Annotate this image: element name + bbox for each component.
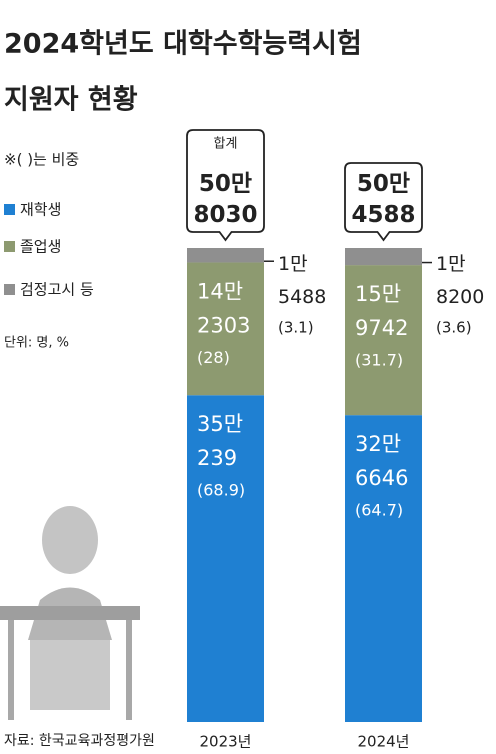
- source: 자료: 한국교육과정평가원: [4, 733, 155, 749]
- value-label: 15만 9742: [355, 282, 408, 340]
- share-label: (28): [197, 348, 230, 367]
- total-label: 50만 4588: [351, 171, 415, 228]
- bar-segment: [187, 395, 264, 722]
- total-box: [344, 162, 423, 242]
- bar-segment: [187, 262, 264, 396]
- value-label: 1만 5488: [278, 253, 326, 308]
- legend-label: 검정고시 등: [20, 281, 94, 299]
- chart-title: 지원자 현황: [4, 85, 138, 116]
- chart-title: 2024학년도 대학수학능력시험: [4, 29, 362, 60]
- illustration: [0, 506, 140, 720]
- value-label: 32만 6646: [355, 432, 408, 490]
- total-box: [186, 129, 265, 242]
- unit: 단위: 명, %: [4, 336, 69, 351]
- bar-segment: [345, 265, 422, 416]
- total-label: 50만 8030: [193, 171, 257, 228]
- share-label: (64.7): [355, 501, 403, 520]
- value-label: 1만 8200: [436, 253, 484, 308]
- legend-label: 재학생: [20, 201, 61, 219]
- legend-swatch: [4, 241, 15, 252]
- note: ※( )는 비중: [4, 151, 79, 169]
- legend-label: 졸업생: [20, 238, 61, 256]
- bar-segment: [345, 248, 422, 266]
- share-label: (3.1): [278, 319, 314, 337]
- total-title: 합계: [214, 137, 238, 152]
- bar-segment: [345, 415, 422, 722]
- share-label: (31.7): [355, 351, 403, 370]
- legend-swatch: [4, 284, 15, 295]
- bar-segment: [187, 248, 264, 263]
- share-label: (68.9): [197, 481, 245, 500]
- value-label: 14만 2303: [197, 279, 250, 337]
- x-tick-label: 2023년: [200, 733, 252, 751]
- share-label: (3.6): [436, 319, 472, 337]
- legend-swatch: [4, 204, 15, 215]
- value-label: 35만 239: [197, 412, 243, 470]
- x-tick-label: 2024년: [358, 733, 410, 751]
